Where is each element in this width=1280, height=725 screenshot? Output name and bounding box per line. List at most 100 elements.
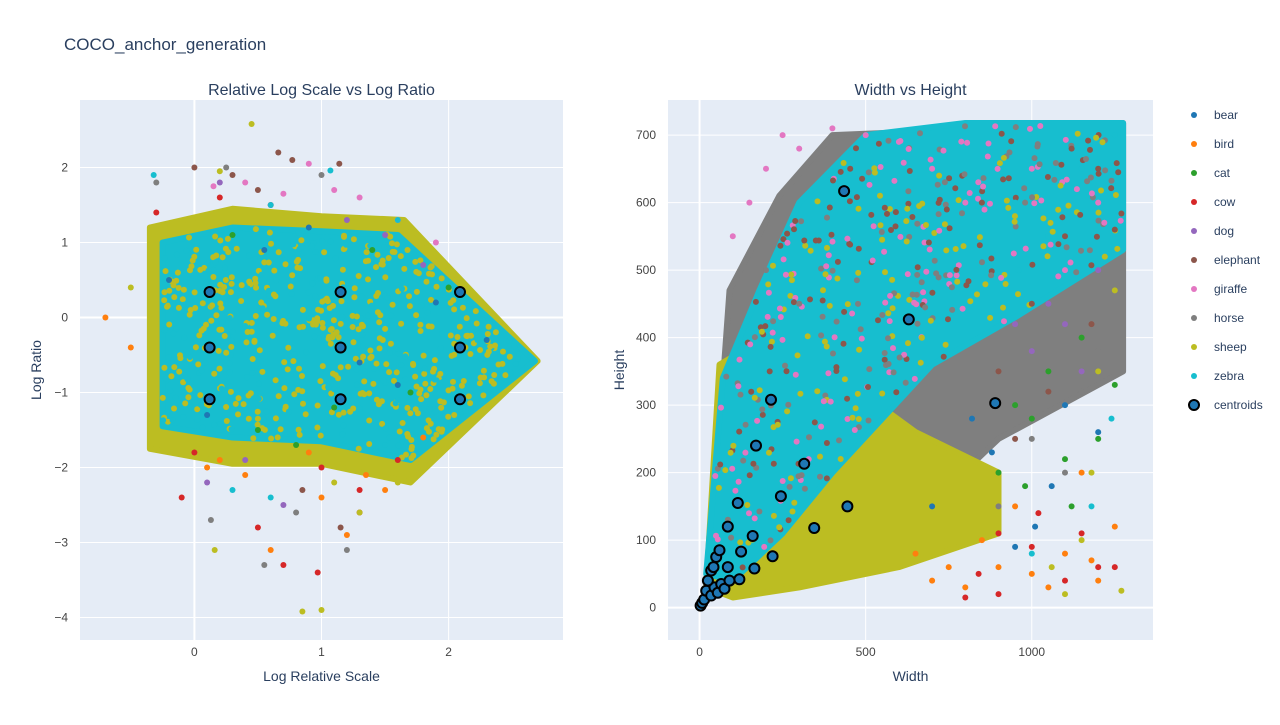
- texture-dot: [195, 361, 202, 368]
- texture-dot: [228, 426, 235, 433]
- texture-dot: [866, 366, 873, 373]
- texture-dot: [368, 353, 375, 360]
- texture-dot: [254, 408, 261, 415]
- point-cat: [331, 404, 338, 411]
- legend-item-dog[interactable]: dog: [1191, 224, 1234, 238]
- texture-dot: [454, 334, 461, 340]
- legend-item-elephant[interactable]: elephant: [1191, 253, 1261, 267]
- legend-item-cow[interactable]: cow: [1191, 195, 1236, 209]
- centroid-marker: [902, 313, 915, 326]
- texture-dot: [418, 396, 425, 403]
- legend-item-zebra[interactable]: zebra: [1191, 369, 1244, 383]
- texture-dot: [272, 415, 279, 422]
- texture-dot: [287, 283, 294, 290]
- point-horse: [1022, 199, 1029, 206]
- point-horse: [1028, 435, 1035, 442]
- texture-dot: [754, 417, 761, 424]
- texture-dot: [306, 315, 312, 322]
- texture-dot: [897, 233, 904, 240]
- point-horse: [153, 179, 160, 186]
- texture-dot: [948, 284, 955, 291]
- texture-dot: [943, 247, 950, 254]
- texture-dot: [428, 296, 434, 303]
- texture-dot: [209, 302, 216, 309]
- legend-item-horse[interactable]: horse: [1191, 311, 1244, 325]
- texture-dot: [821, 338, 828, 345]
- texture-dot: [1095, 170, 1102, 177]
- point-bird: [1088, 557, 1095, 564]
- point-horse: [763, 267, 769, 274]
- texture-dot: [192, 344, 199, 351]
- texture-dot: [780, 256, 787, 263]
- legend-marker: [1191, 344, 1197, 350]
- texture-dot: [197, 266, 204, 273]
- texture-dot: [328, 390, 335, 397]
- texture-dot: [255, 395, 262, 402]
- texture-dot: [886, 369, 893, 376]
- legend-label: bird: [1214, 137, 1234, 151]
- series-elephant: [191, 149, 344, 531]
- legend-item-centroids[interactable]: centroids: [1188, 398, 1263, 412]
- texture-dot: [1095, 217, 1102, 224]
- centroid-marker: [746, 530, 759, 542]
- point-giraffe: [331, 187, 338, 193]
- texture-dot: [890, 345, 896, 352]
- texture-dot: [869, 257, 876, 264]
- point-cow: [254, 524, 261, 531]
- texture-dot: [450, 378, 456, 385]
- texture-dot: [167, 387, 174, 394]
- texture-dot: [877, 164, 884, 170]
- point-cow: [394, 457, 401, 463]
- texture-dot: [264, 311, 271, 318]
- legend-item-giraffe[interactable]: giraffe: [1191, 282, 1247, 296]
- texture-dot: [330, 370, 336, 377]
- point-giraffe: [432, 239, 439, 246]
- texture-dot: [227, 289, 234, 296]
- point-bird: [1095, 577, 1102, 584]
- texture-dot: [758, 328, 765, 335]
- texture-dot: [417, 257, 424, 264]
- point-cow: [318, 464, 325, 471]
- legend-item-cat[interactable]: cat: [1191, 166, 1231, 180]
- texture-dot: [751, 334, 758, 341]
- legend-marker: [1191, 315, 1197, 321]
- point-cow: [975, 570, 982, 577]
- texture-dot: [251, 337, 258, 344]
- point-dog: [1028, 348, 1035, 355]
- subplot-title-left: Relative Log Scale vs Log Ratio: [208, 82, 435, 99]
- centroid-marker: [713, 544, 726, 557]
- point-dog: [204, 479, 211, 486]
- texture-dot: [1012, 223, 1019, 230]
- texture-dot: [1063, 176, 1070, 183]
- point-bird: [242, 472, 249, 478]
- texture-dot: [954, 278, 961, 285]
- texture-dot: [228, 274, 235, 281]
- texture-dot: [376, 335, 383, 342]
- texture-dot: [382, 425, 389, 432]
- texture-dot: [996, 160, 1003, 167]
- texture-dot: [467, 400, 474, 407]
- point-giraffe: [1062, 267, 1068, 274]
- texture-dot: [393, 369, 400, 376]
- texture-dot: [765, 289, 772, 296]
- legend-item-sheep[interactable]: sheep: [1191, 340, 1247, 354]
- texture-dot: [984, 153, 991, 160]
- texture-dot: [213, 312, 220, 319]
- texture-dot: [345, 357, 352, 364]
- point-cat: [369, 247, 376, 253]
- texture-dot: [909, 291, 916, 298]
- texture-dot: [844, 235, 851, 242]
- point-elephant: [1028, 300, 1035, 307]
- point-giraffe: [895, 138, 902, 145]
- texture-dot: [252, 226, 259, 233]
- texture-dot: [934, 181, 941, 188]
- texture-dot: [343, 241, 349, 248]
- legend-item-bear[interactable]: bear: [1191, 108, 1238, 122]
- legend-item-bird[interactable]: bird: [1191, 137, 1234, 151]
- centroid-marker: [203, 286, 216, 298]
- point-zebra: [1028, 550, 1035, 557]
- point-cow: [153, 209, 160, 216]
- texture-dot: [387, 233, 394, 240]
- texture-dot: [1011, 218, 1018, 225]
- texture-dot: [925, 239, 932, 246]
